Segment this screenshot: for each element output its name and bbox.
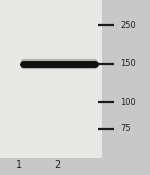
Text: 150: 150 (120, 59, 136, 68)
Text: 250: 250 (120, 21, 136, 30)
Text: 2: 2 (54, 160, 60, 170)
Text: 1: 1 (16, 160, 22, 170)
Text: 100: 100 (120, 98, 136, 107)
Text: 75: 75 (120, 124, 131, 133)
FancyBboxPatch shape (0, 0, 102, 158)
